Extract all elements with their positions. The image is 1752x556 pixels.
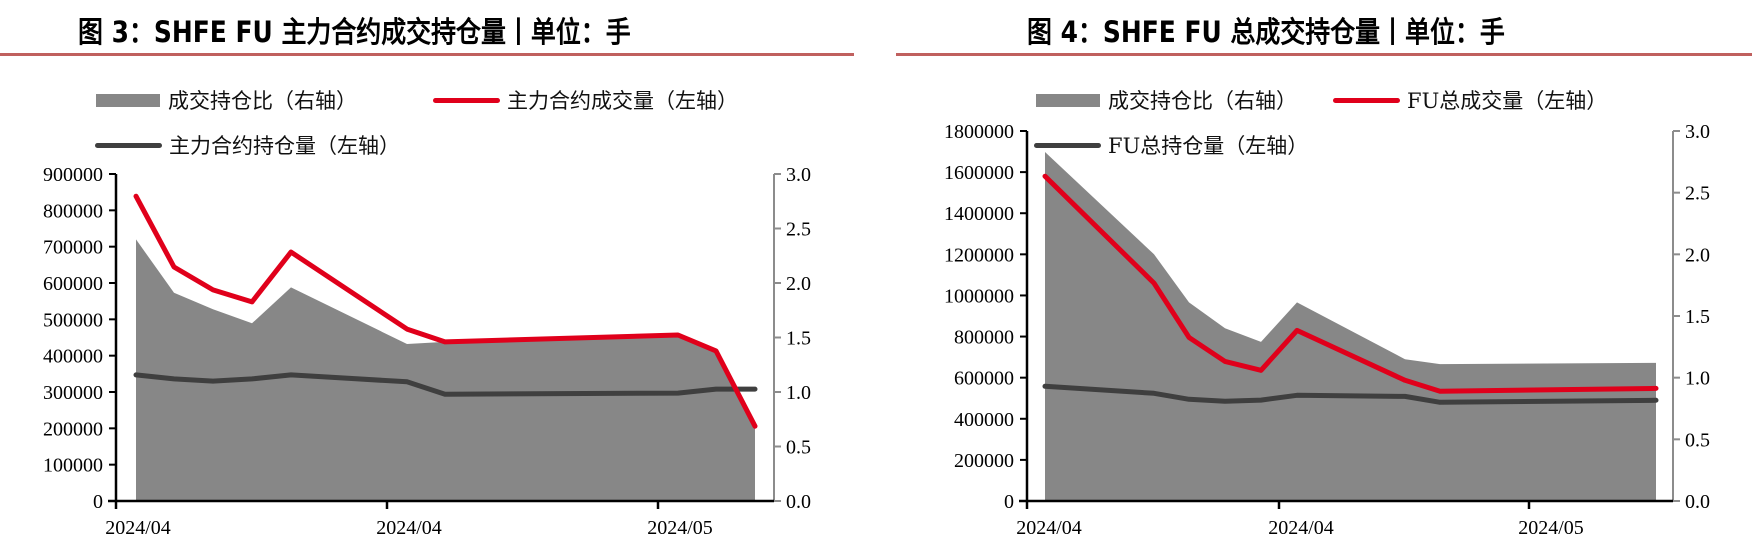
right-axis-tick-label: 3.0 <box>1685 121 1710 143</box>
open-interest-line <box>133 372 758 397</box>
chart-title: 图 3：SHFE FU 主力合约成交持仓量丨单位：手 <box>78 15 631 49</box>
x-axis-tick-label: 2024/04 <box>105 517 171 539</box>
x-axis-tick-label: 2024/04 <box>1268 517 1334 539</box>
x-axis-tick-label: 2024/04 <box>1016 517 1082 539</box>
left-axis-tick-label: 1000000 <box>944 285 1014 307</box>
left-axis-tick-label: 600000 <box>954 368 1014 390</box>
x-axis-tick-label: 2024/04 <box>376 517 442 539</box>
legend-label: FU总持仓量（左轴） <box>1108 134 1309 158</box>
left-axis-tick-label: 500000 <box>43 309 103 331</box>
right-axis-tick-label: 0.0 <box>1685 491 1710 513</box>
right-axis-tick-label: 2.5 <box>786 219 811 241</box>
right-axis-tick-label: 1.5 <box>1685 306 1710 328</box>
legend-item-ratio: 成交持仓比（右轴） <box>1036 88 1297 113</box>
left-axis-tick-label: 700000 <box>43 237 103 259</box>
right-axis-tick-label: 1.5 <box>786 328 811 350</box>
title-underline <box>896 53 1752 56</box>
legend-swatch-area-icon <box>1036 93 1100 107</box>
legend-label: 主力合约持仓量（左轴） <box>169 134 400 158</box>
right-axis-tick-label: 0.5 <box>1685 429 1710 451</box>
right-axis-tick-label: 1.0 <box>1685 368 1710 390</box>
volume-line <box>133 193 758 429</box>
left-axis-tick-label: 1400000 <box>944 203 1014 225</box>
chart-title: 图 4：SHFE FU 总成交持仓量丨单位：手 <box>1027 15 1505 49</box>
legend-swatch-red-line-icon <box>1333 97 1400 103</box>
right-axis-tick-label: 0.0 <box>786 491 811 513</box>
title-underline <box>0 53 854 56</box>
legend-item-oi: FU总持仓量（左轴） <box>1034 133 1309 158</box>
right-axis-tick-label: 2.0 <box>1685 244 1710 266</box>
left-axis-tick-label: 600000 <box>43 273 103 295</box>
legend-item-ratio: 成交持仓比（右轴） <box>96 88 357 113</box>
left-axis-tick-label: 200000 <box>43 418 103 440</box>
right-axis-tick-label: 3.0 <box>786 164 811 186</box>
x-axis-tick-label: 2024/05 <box>1518 517 1584 539</box>
left-axis-tick-label: 1600000 <box>944 162 1014 184</box>
left-axis-tick-label: 200000 <box>954 450 1014 472</box>
right-axis-tick-label: 2.5 <box>1685 183 1710 205</box>
legend-swatch-dark-line-icon <box>95 142 162 148</box>
right-axis-tick-label: 2.0 <box>786 273 811 295</box>
left-axis-tick-label: 900000 <box>43 164 103 186</box>
legend-swatch-area-icon <box>96 93 160 107</box>
right-axis-tick-label: 1.0 <box>786 382 811 404</box>
left-axis-tick-label: 800000 <box>43 200 103 222</box>
chart-panel-3: 图 3：SHFE FU 主力合约成交持仓量丨单位：手 成交持仓比（右轴） 主力合… <box>0 15 854 158</box>
left-axis-tick-label: 0 <box>1004 491 1014 513</box>
legend-label: 主力合约成交量（左轴） <box>507 89 738 113</box>
legend-label: 成交持仓比（右轴） <box>168 89 357 113</box>
left-axis-tick-label: 400000 <box>43 346 103 368</box>
legend-label: 成交持仓比（右轴） <box>1108 89 1297 113</box>
open-interest-line <box>1042 383 1659 405</box>
left-axis-tick-label: 1200000 <box>944 244 1014 266</box>
ratio-area <box>136 239 755 501</box>
legend-item-oi: 主力合约持仓量（左轴） <box>95 133 400 158</box>
legend-swatch-red-line-icon <box>433 97 500 103</box>
x-axis-tick-label: 2024/05 <box>647 517 713 539</box>
left-axis-tick-label: 800000 <box>954 327 1014 349</box>
left-axis-tick-label: 0 <box>93 491 103 513</box>
volume-line <box>1042 173 1659 394</box>
ratio-area <box>1045 152 1656 501</box>
left-axis-tick-label: 100000 <box>43 455 103 477</box>
legend-item-volume: 主力合约成交量（左轴） <box>433 88 738 113</box>
left-axis-tick-label: 300000 <box>43 382 103 404</box>
legend-swatch-dark-line-icon <box>1034 142 1101 148</box>
right-axis-tick-label: 0.5 <box>786 437 811 459</box>
legend-label: FU总成交量（左轴） <box>1407 89 1608 113</box>
left-axis-tick-label: 400000 <box>954 409 1014 431</box>
chart-panel-4: 图 4：SHFE FU 总成交持仓量丨单位：手 <box>876 0 1752 556</box>
left-axis-tick-label: 1800000 <box>944 121 1014 143</box>
legend-item-volume: FU总成交量（左轴） <box>1333 88 1608 113</box>
